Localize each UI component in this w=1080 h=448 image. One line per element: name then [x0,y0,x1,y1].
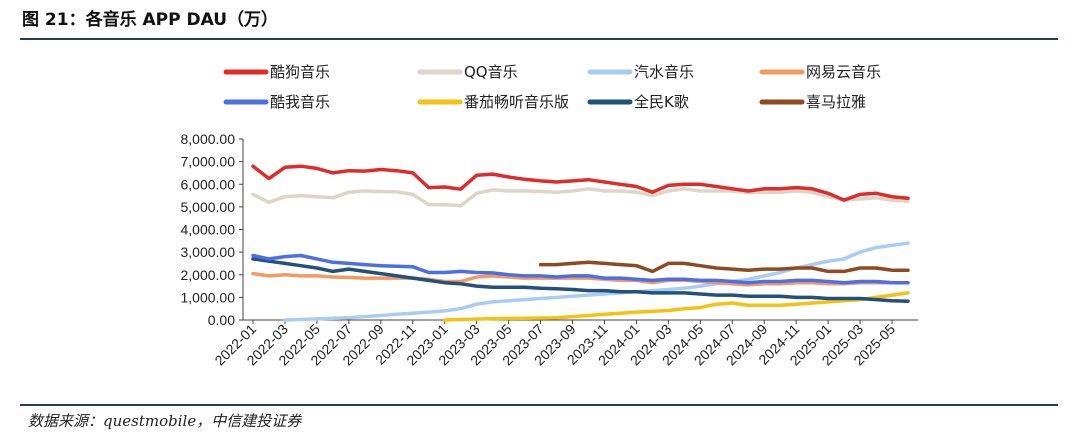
y-tick-label: 1,000.00 [181,289,236,305]
legend-item: 全民K歌 [587,93,689,111]
legend-item: 汽水音乐 [587,63,694,81]
legend-item: 酷狗音乐 [223,63,330,81]
legend-label: 汽水音乐 [634,63,694,81]
y-tick-label: 7,000.00 [181,154,236,170]
y-tick-label: 5,000.00 [181,199,236,215]
legend-label: 全民K歌 [634,93,689,111]
y-tick-label: 6,000.00 [181,176,236,192]
legend-item: 酷我音乐 [223,93,330,111]
figure-title: 图 21：各音乐 APP DAU（万） [22,10,279,30]
legend-label: 喜马拉雅 [806,93,866,111]
series-line [251,253,910,285]
bottom-rule [20,404,1058,406]
legend-label: QQ音乐 [464,63,518,81]
series-line [251,187,910,208]
y-tick-label: 4,000.00 [181,222,236,238]
y-tick-label: 8,000.00 [181,131,236,147]
legend-label: 酷狗音乐 [270,63,330,81]
legend-label: 网易云音乐 [806,63,881,81]
source-note: 数据来源：questmobile，中信建投证券 [28,412,302,430]
legend-label: 番茄畅听音乐版 [464,93,569,111]
legend-item: 网易云音乐 [759,63,881,81]
series-line [538,260,910,274]
y-tick-label: 2,000.00 [181,267,236,283]
legend-label: 酷我音乐 [270,93,330,111]
series-line [251,164,910,202]
y-tick-label: 3,000.00 [181,244,236,260]
dau-line-chart: 0.00 1,000.00 2,000.00 3,000.00 4,000.00 5,00… [181,63,918,368]
legend-item: 番茄畅听音乐版 [417,93,569,111]
legend-item: QQ音乐 [417,63,518,81]
series-line [251,257,910,303]
series-line [442,291,910,322]
y-tick-label: 0.00 [208,312,235,328]
legend-item: 喜马拉雅 [759,93,866,111]
series-line [251,271,910,287]
top-rule [20,38,1058,40]
